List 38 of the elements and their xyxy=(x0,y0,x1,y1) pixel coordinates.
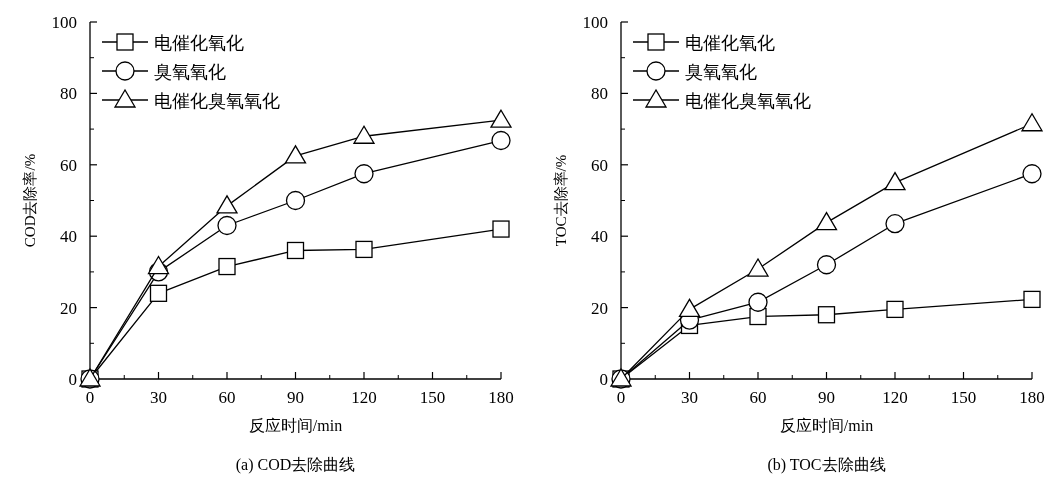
x-tick-label: 150 xyxy=(419,388,446,407)
y-tick-label: 20 xyxy=(591,298,608,318)
legend-label: 电催化氧化 xyxy=(685,33,775,53)
x-axis-title: 反应时间/min xyxy=(779,417,874,434)
x-tick-label: 60 xyxy=(749,388,767,407)
y-axis-title: TOC去除率/% xyxy=(553,154,569,247)
legend-label: 电催化氧化 xyxy=(154,33,244,53)
y-tick-label: 40 xyxy=(60,227,77,247)
legend-label: 臭氧氧化 xyxy=(154,62,226,82)
x-tick-label: 30 xyxy=(150,388,167,407)
legend-label: 电催化臭氧氧化 xyxy=(154,91,280,111)
y-tick-label: 0 xyxy=(68,370,77,389)
x-tick-label: 150 xyxy=(950,388,977,407)
x-tick-label: 90 xyxy=(287,388,304,407)
y-tick-label: 100 xyxy=(51,13,77,32)
y-tick-label: 60 xyxy=(591,155,608,175)
y-tick-label: 40 xyxy=(591,227,608,247)
x-axis-title: 反应时间/min xyxy=(248,417,343,434)
x-tick-label: 180 xyxy=(488,388,514,407)
y-axis-title: COD去除率/% xyxy=(22,153,38,248)
x-tick-label: 60 xyxy=(218,388,236,407)
x-tick-label: 0 xyxy=(85,388,95,407)
x-tick-label: 120 xyxy=(351,388,377,407)
y-tick-label: 0 xyxy=(599,370,608,389)
y-tick-label: 60 xyxy=(60,155,77,175)
x-tick-label: 0 xyxy=(616,388,626,407)
text: (a) COD去除曲线 xyxy=(235,456,356,474)
text: (b) TOC去除曲线 xyxy=(767,456,886,474)
x-tick-label: 180 xyxy=(1019,388,1045,407)
x-tick-label: 30 xyxy=(681,388,698,407)
y-tick-label: 20 xyxy=(60,298,77,318)
y-tick-label: 100 xyxy=(582,13,608,32)
y-tick-label: 80 xyxy=(591,84,608,104)
y-tick-label: 80 xyxy=(60,84,77,104)
legend-label: 电催化臭氧氧化 xyxy=(685,91,811,111)
x-tick-label: 90 xyxy=(818,388,835,407)
legend-label: 臭氧氧化 xyxy=(685,62,757,82)
x-tick-label: 120 xyxy=(882,388,908,407)
